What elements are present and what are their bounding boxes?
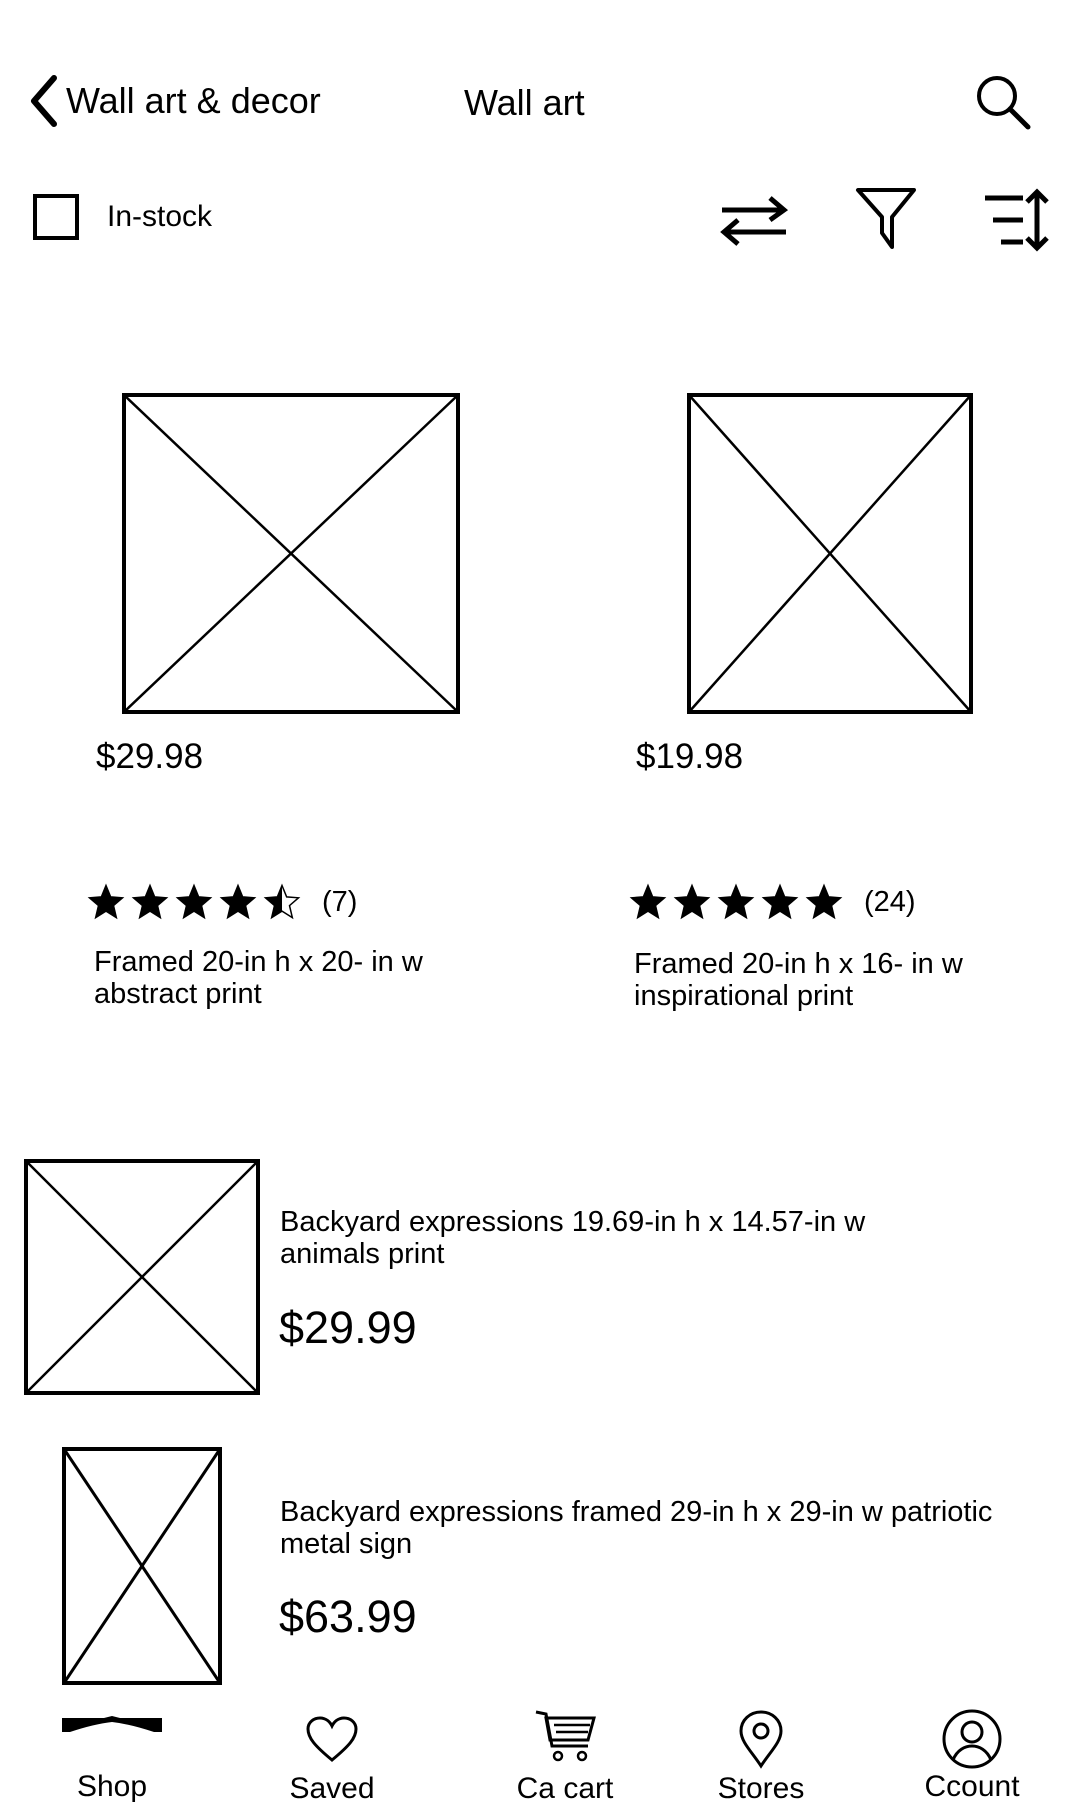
rating-stars: [87, 883, 308, 920]
location-pin-icon: [738, 1710, 784, 1769]
product-price: $29.99: [279, 1302, 417, 1353]
product-price: $29.98: [96, 737, 204, 776]
compare-button[interactable]: [718, 192, 790, 248]
cart-icon: [534, 1710, 596, 1766]
back-label: Wall art & decor: [66, 80, 321, 121]
product-rating: (7): [87, 883, 358, 920]
product-title[interactable]: Framed 20-in h x 16- in w inspirational …: [634, 948, 963, 1012]
sort-icon: [983, 188, 1051, 252]
star-filled-icon: [175, 883, 213, 920]
swap-arrows-icon: [718, 192, 790, 248]
nav-account[interactable]: Ccount: [882, 1708, 1062, 1804]
rating-stars: [629, 883, 850, 920]
star-filled-icon: [673, 883, 711, 920]
product-price: $63.99: [279, 1591, 417, 1642]
star-filled-icon: [131, 883, 169, 920]
nav-cart[interactable]: Ca cart: [475, 1710, 655, 1806]
star-half-icon: [263, 883, 301, 920]
nav-label: Stores: [717, 1772, 805, 1805]
product-title-line: metal sign: [280, 1528, 413, 1560]
star-filled-icon: [717, 883, 755, 920]
product-title-line: Backyard expressions framed 29-in h x 29…: [280, 1496, 993, 1528]
shop-icon: [60, 1716, 164, 1738]
account-icon: [941, 1708, 1003, 1770]
star-filled-icon: [805, 883, 843, 920]
nav-label: Saved: [289, 1772, 375, 1805]
nav-shop[interactable]: Shop: [22, 1716, 202, 1804]
nav-stores[interactable]: Stores: [671, 1710, 851, 1806]
nav-label: Ccount: [924, 1770, 1020, 1803]
product-image[interactable]: [24, 1159, 260, 1395]
product-title-line: Framed 20-in h x 20- in w: [94, 946, 423, 978]
star-filled-icon: [629, 883, 667, 920]
in-stock-checkbox[interactable]: [33, 194, 79, 240]
review-count: (24): [864, 885, 916, 918]
star-filled-icon: [761, 883, 799, 920]
product-image[interactable]: [62, 1447, 222, 1685]
filter-button[interactable]: [855, 187, 917, 251]
product-title[interactable]: Framed 20-in h x 20- in w abstract print: [94, 946, 423, 1010]
search-icon: [975, 74, 1031, 130]
nav-label: Ca cart: [516, 1772, 614, 1805]
search-button[interactable]: [975, 74, 1031, 130]
nav-label: Shop: [76, 1770, 148, 1803]
nav-saved[interactable]: Saved: [242, 1716, 422, 1806]
product-title-line: Backyard expressions 19.69-in h x 14.57-…: [280, 1206, 866, 1238]
product-title-line: inspirational print: [634, 980, 854, 1012]
product-rating: (24): [629, 883, 916, 920]
star-filled-icon: [219, 883, 257, 920]
product-title-line: abstract print: [94, 978, 262, 1010]
product-title-line: animals print: [280, 1238, 445, 1270]
star-filled-icon: [87, 883, 125, 920]
sort-button[interactable]: [983, 188, 1051, 252]
heart-icon: [305, 1716, 359, 1764]
filter-icon: [855, 187, 917, 251]
product-title[interactable]: Backyard expressions 19.69-in h x 14.57-…: [280, 1206, 1070, 1270]
product-title-line: Framed 20-in h x 16- in w: [634, 948, 963, 980]
review-count: (7): [322, 885, 358, 918]
in-stock-label: In-stock: [107, 200, 213, 233]
product-price: $19.98: [636, 737, 744, 776]
in-stock-filter[interactable]: In-stock: [33, 194, 212, 240]
product-title[interactable]: Backyard expressions framed 29-in h x 29…: [280, 1496, 1070, 1560]
page-title: Wall art: [464, 82, 585, 123]
back-button[interactable]: Wall art & decor: [28, 74, 321, 128]
chevron-left-icon: [28, 74, 58, 128]
product-image[interactable]: [122, 393, 460, 714]
product-image[interactable]: [687, 393, 973, 714]
